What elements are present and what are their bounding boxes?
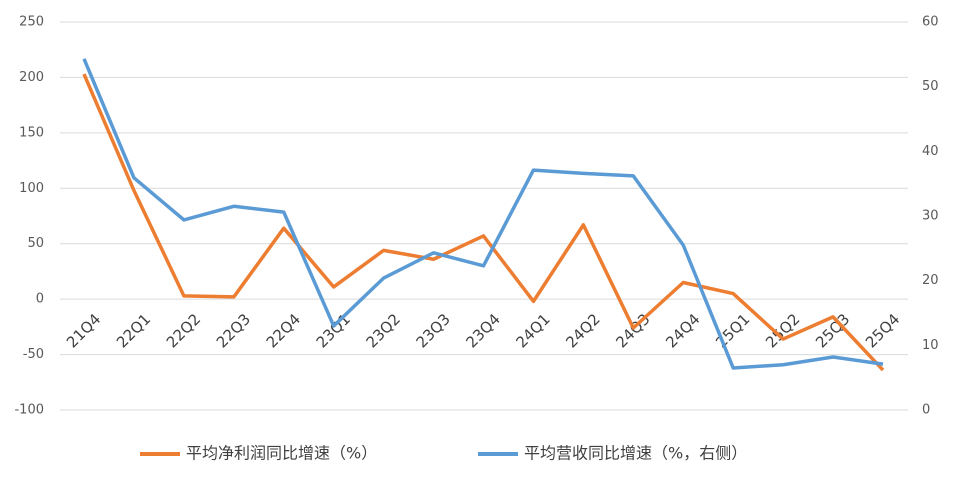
y-tick-label: 200 bbox=[19, 70, 44, 85]
x-tick-label: 25Q2 bbox=[762, 310, 803, 351]
x-tick-label: 21Q4 bbox=[63, 310, 104, 351]
series-line bbox=[82, 73, 885, 372]
y-tick-label: 150 bbox=[19, 125, 44, 140]
x-tick-label: 22Q3 bbox=[213, 310, 254, 351]
y-tick-label: -100 bbox=[14, 403, 44, 418]
x-tick-label: 22Q2 bbox=[163, 310, 204, 351]
x-tick-label: 24Q4 bbox=[662, 310, 703, 351]
legend-label: 平均净利润同比增速（%） bbox=[186, 444, 377, 463]
y2-tick-label: 30 bbox=[922, 209, 939, 224]
y-tick-label: 50 bbox=[27, 236, 44, 251]
x-tick-label: 24Q1 bbox=[512, 310, 553, 351]
y2-tick-label: 10 bbox=[922, 338, 939, 353]
y-tick-label: 0 bbox=[36, 292, 44, 307]
legend-label: 平均营收同比增速（%，右侧） bbox=[524, 444, 747, 463]
y-tick-label: -50 bbox=[23, 347, 44, 362]
x-tick-label: 25Q4 bbox=[862, 310, 903, 351]
x-tick-label: 23Q2 bbox=[363, 310, 404, 351]
y2-tick-label: 20 bbox=[922, 273, 939, 288]
x-tick-label: 22Q1 bbox=[113, 310, 154, 351]
x-tick-label: 24Q2 bbox=[562, 310, 603, 351]
y-tick-label: 250 bbox=[19, 15, 44, 30]
x-tick-label: 23Q4 bbox=[462, 310, 503, 351]
x-tick-label: 23Q1 bbox=[313, 310, 354, 351]
series-line bbox=[82, 58, 884, 370]
y-tick-label: 100 bbox=[19, 181, 44, 196]
x-tick-label: 23Q3 bbox=[413, 310, 454, 351]
x-tick-label: 22Q4 bbox=[263, 310, 304, 351]
y2-tick-label: 60 bbox=[922, 15, 939, 30]
y2-tick-label: 0 bbox=[922, 403, 930, 418]
y2-tick-label: 50 bbox=[922, 79, 939, 94]
y2-tick-label: 40 bbox=[922, 144, 939, 159]
